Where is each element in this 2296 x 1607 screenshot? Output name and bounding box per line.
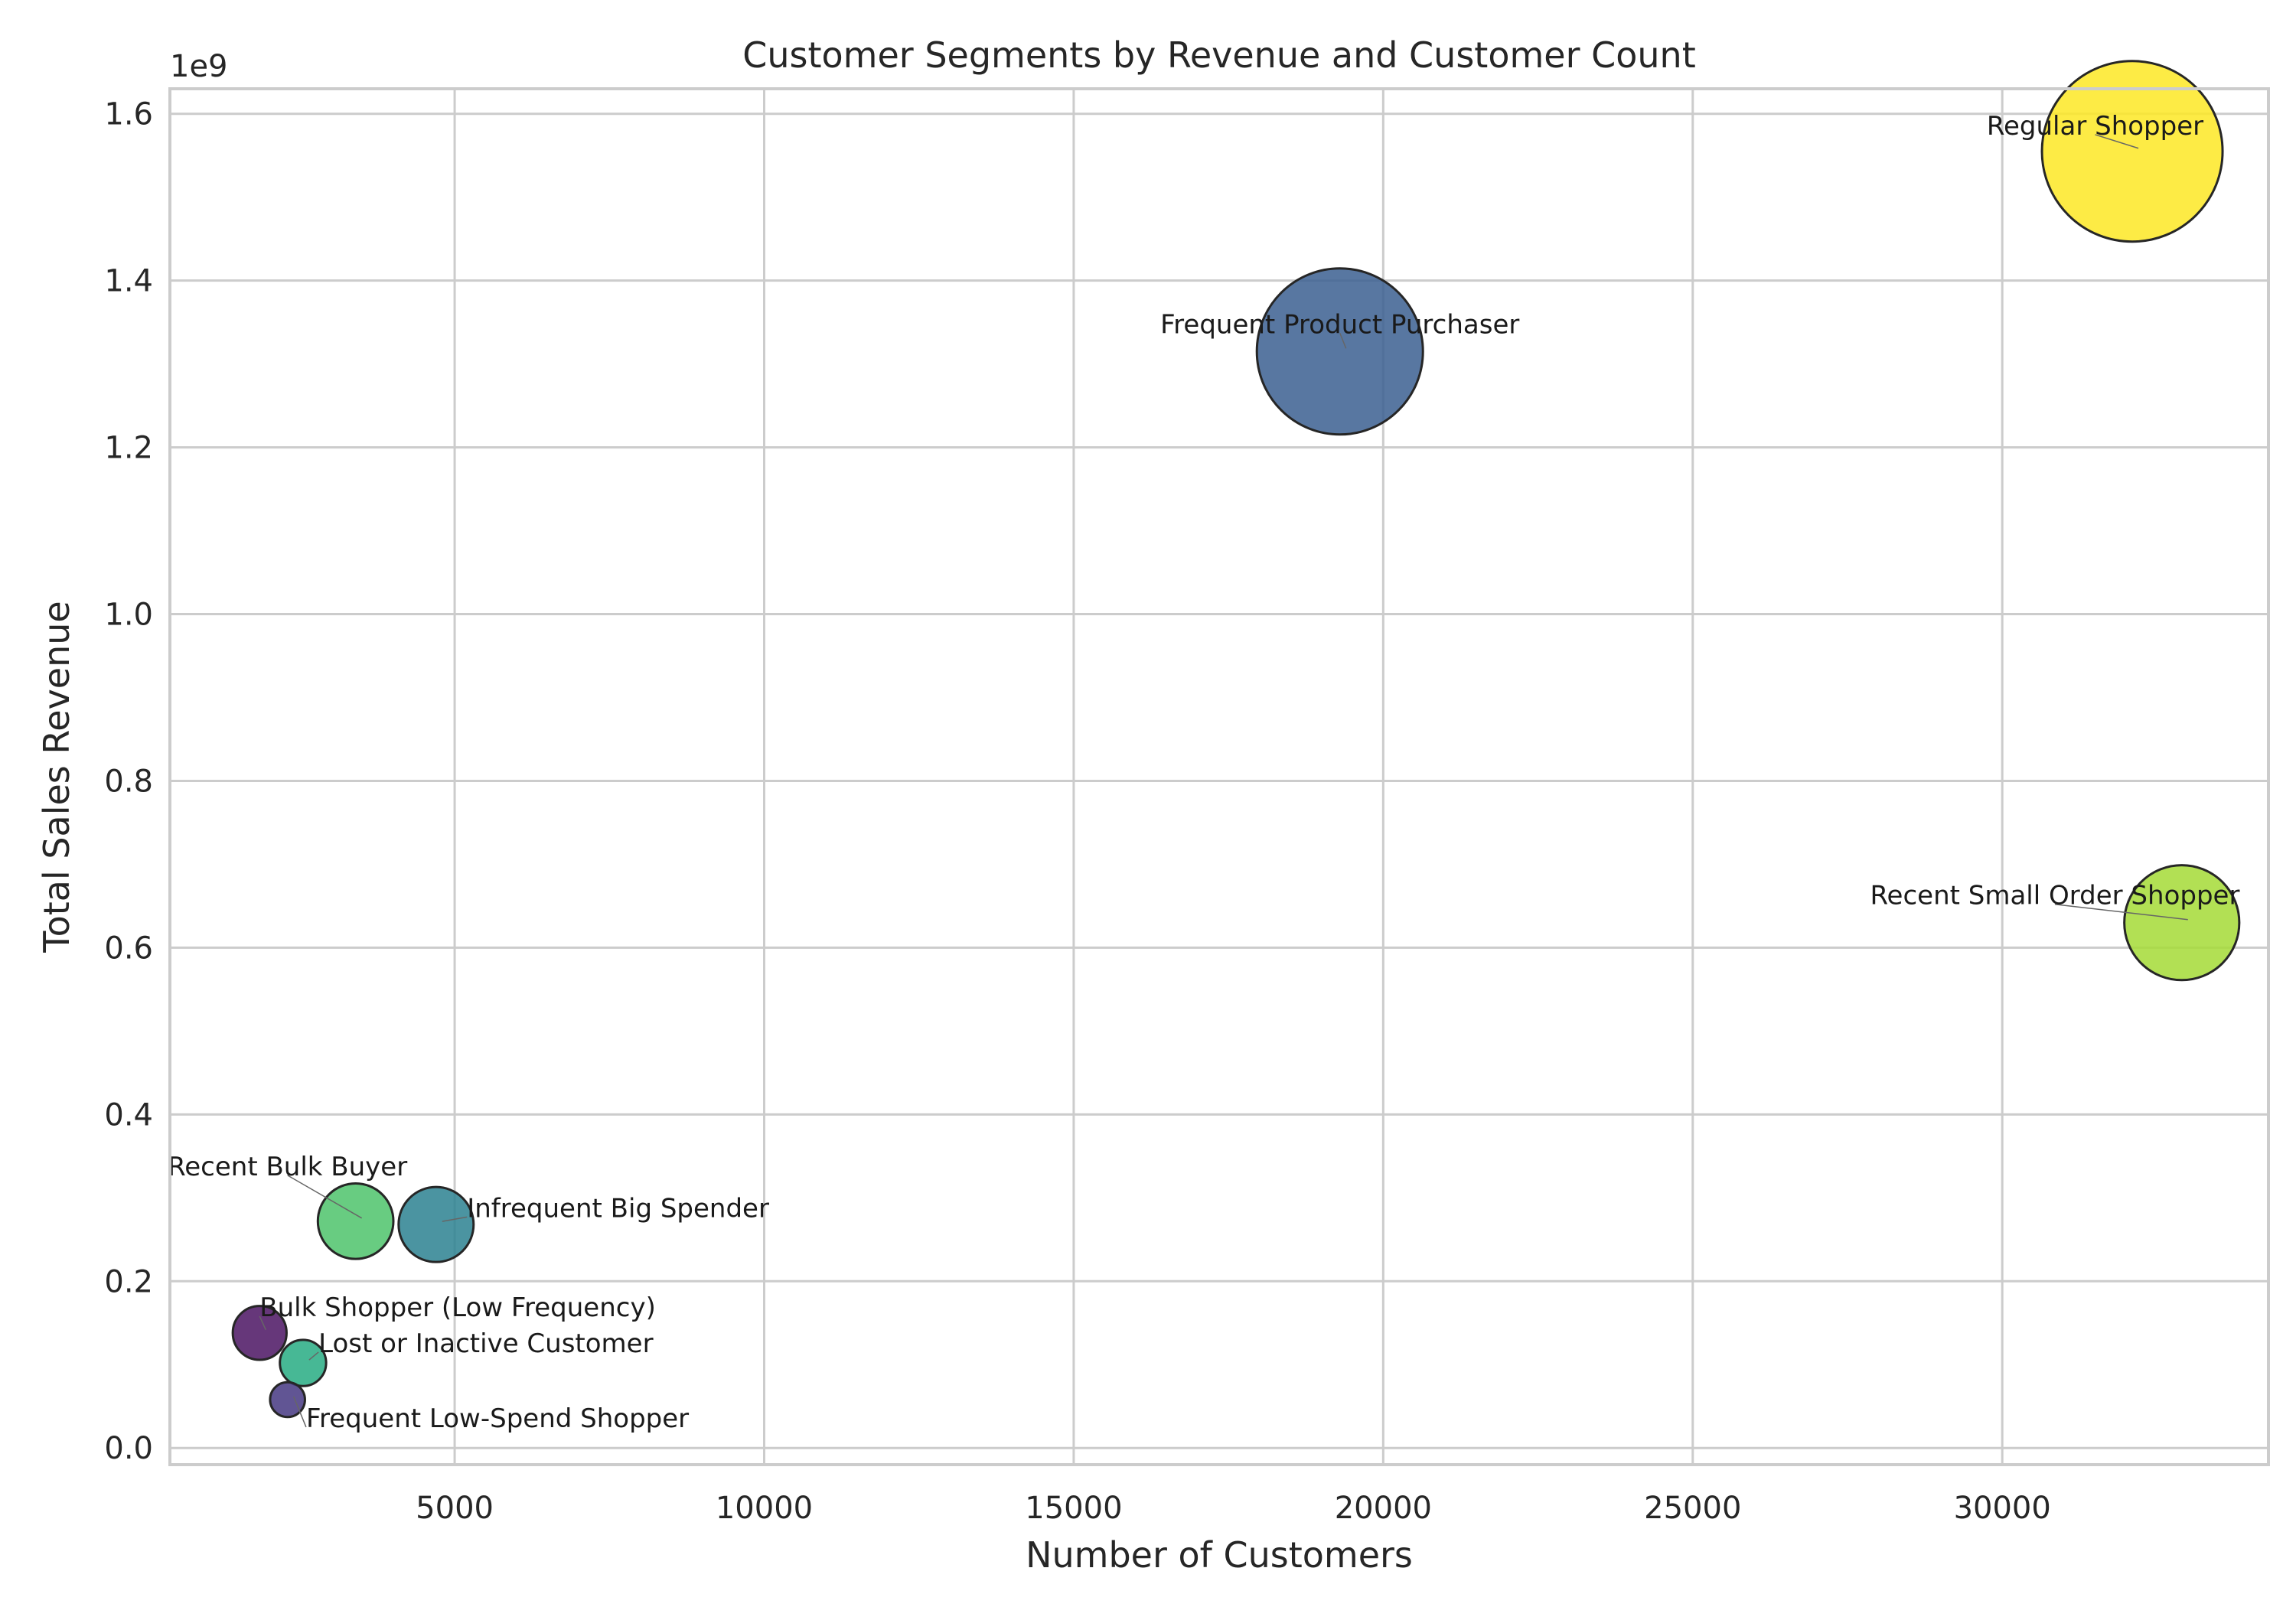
- x-tick-label: 5000: [416, 1491, 494, 1526]
- y-tick-label: 0.0: [104, 1431, 153, 1466]
- bubble: [316, 1182, 395, 1260]
- bubble: [231, 1305, 288, 1361]
- y-tick-label: 0.4: [104, 1097, 153, 1133]
- x-tick-label: 20000: [1335, 1491, 1432, 1526]
- y-axis-offset-label: 1e9: [170, 49, 228, 84]
- y-tick-label: 0.2: [104, 1264, 153, 1299]
- bubble: [1255, 267, 1424, 436]
- x-tick-label: 30000: [1954, 1491, 2051, 1526]
- label-leader-line: [259, 1315, 266, 1331]
- label-leader-line: [2095, 134, 2139, 149]
- bubble: [2040, 60, 2224, 243]
- label-leader-line: [442, 1216, 468, 1222]
- y-tick-label: 1.0: [104, 598, 153, 633]
- bubble: [397, 1185, 475, 1263]
- x-tick-label: 25000: [1644, 1491, 1741, 1526]
- bubble: [279, 1338, 328, 1387]
- y-tick-labels: 0.0 0.2 0.4 0.6 0.8 1.0 1.2 1.4 1.6: [104, 97, 153, 1467]
- grid-lines: [170, 89, 2268, 1465]
- point-label: Infrequent Big Spender: [467, 1193, 769, 1224]
- bubble: [269, 1380, 306, 1419]
- point-label: Recent Bulk Buyer: [168, 1152, 407, 1182]
- y-tick-label: 1.2: [104, 431, 153, 466]
- y-tick-label: 0.8: [104, 764, 153, 799]
- y-axis-label: Total Sales Revenue: [36, 601, 77, 953]
- point-label: Recent Small Order Shopper: [1870, 881, 2239, 911]
- point-label: Lost or Inactive Customer: [318, 1328, 653, 1359]
- bubble: [2123, 864, 2241, 982]
- point-label: Frequent Product Purchaser: [1160, 309, 1519, 340]
- label-leader-line: [287, 1175, 363, 1219]
- y-tick-label: 0.6: [104, 931, 153, 966]
- y-tick-label: 1.4: [104, 264, 153, 299]
- x-tick-label: 15000: [1025, 1491, 1122, 1526]
- point-label: Frequent Low-Spend Shopper: [306, 1403, 689, 1434]
- label-leader-line: [292, 1396, 307, 1428]
- x-axis-label: Number of Customers: [1026, 1534, 1413, 1576]
- y-tick-label: 1.6: [104, 97, 153, 132]
- label-leader-line: [308, 1351, 319, 1361]
- label-leader-line: [2054, 903, 2188, 921]
- point-labels: Regular Shopper Frequent Product Purchase…: [168, 111, 2239, 1434]
- point-label: Regular Shopper: [1987, 111, 2203, 142]
- x-tick-label: 10000: [716, 1491, 813, 1526]
- plot-frame: [168, 87, 2270, 1466]
- label-leader-line: [1339, 333, 1347, 349]
- x-tick-labels: 5000 10000 15000 20000 25000 30000: [416, 1491, 2051, 1526]
- chart-title: Customer Segments by Revenue and Custome…: [742, 34, 1695, 76]
- point-label: Bulk Shopper (Low Frequency): [259, 1292, 656, 1323]
- bubble-layer: [231, 60, 2241, 1419]
